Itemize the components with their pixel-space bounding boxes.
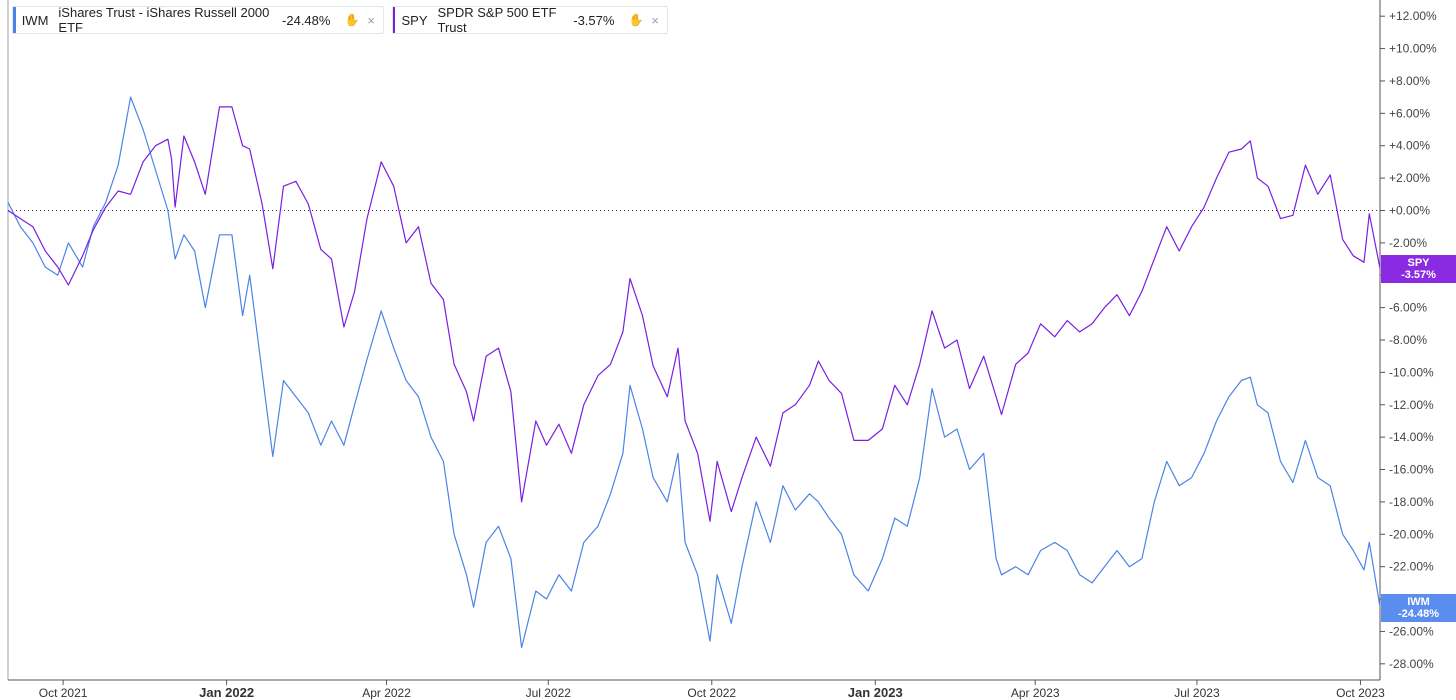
legend-color-bar — [393, 7, 396, 33]
y-tick-label: -26.00% — [1389, 624, 1434, 638]
x-tick-label: Jul 2022 — [526, 686, 572, 700]
x-tick-label: Oct 2022 — [687, 686, 736, 700]
legend-symbol: SPY — [401, 12, 428, 28]
y-axis: +12.00% +10.00% +8.00% +6.00% +4.00% +2.00% +0… — [1380, 9, 1437, 671]
y-tick-label: -10.00% — [1389, 365, 1434, 379]
y-tick-label: +12.00% — [1389, 9, 1437, 23]
x-axis: Oct 2021 Jan 2022 Apr 2022 Jul 2022 Oct 2022… — [39, 680, 1385, 700]
end-label-symbol: IWM — [1407, 595, 1430, 608]
spy-end-label: SPY -3.57% — [1381, 255, 1456, 284]
legend-name: SPDR S&P 500 ETF Trust — [437, 5, 557, 35]
y-tick-label: -22.00% — [1389, 560, 1434, 574]
x-tick-label: Apr 2023 — [1011, 686, 1060, 700]
y-tick-label: -28.00% — [1389, 657, 1434, 671]
y-tick-label: -12.00% — [1389, 398, 1434, 412]
legend-item-spy[interactable]: SPY SPDR S&P 500 ETF Trust -3.57% ✋ × — [392, 5, 668, 35]
share-icon[interactable]: ✋ — [628, 13, 644, 27]
x-tick-label: Jul 2023 — [1174, 686, 1220, 700]
y-tick-label: +0.00% — [1389, 203, 1430, 217]
close-icon[interactable]: × — [367, 12, 375, 28]
legend-name: iShares Trust - iShares Russell 2000 ETF — [58, 5, 270, 35]
y-tick-label: +8.00% — [1389, 74, 1430, 88]
legend-change: -3.57% — [573, 12, 615, 28]
share-icon[interactable]: ✋ — [344, 13, 360, 27]
series-layer — [7, 96, 1381, 649]
x-tick-label: Oct 2023 — [1336, 686, 1385, 700]
x-tick-label: Apr 2022 — [362, 686, 411, 700]
series-line-spy — [7, 106, 1381, 522]
y-tick-label: -2.00% — [1389, 236, 1427, 250]
end-label-value: -3.57% — [1401, 269, 1436, 282]
y-tick-label: -20.00% — [1389, 527, 1434, 541]
legend-symbol: IWM — [21, 12, 49, 28]
y-tick-label: +2.00% — [1389, 171, 1430, 185]
series-line-iwm — [7, 96, 1381, 649]
iwm-end-label: IWM -24.48% — [1381, 593, 1456, 622]
y-tick-label: -16.00% — [1389, 463, 1434, 477]
x-tick-label: Jan 2022 — [199, 685, 254, 700]
legend-color-bar — [13, 7, 16, 33]
y-tick-label: -18.00% — [1389, 495, 1434, 509]
y-tick-label: +10.00% — [1389, 42, 1437, 56]
close-icon[interactable]: × — [651, 12, 659, 28]
y-tick-label: +4.00% — [1389, 139, 1430, 153]
y-tick-label: +6.00% — [1389, 106, 1430, 120]
x-tick-label: Jan 2023 — [848, 685, 903, 700]
end-label-symbol: SPY — [1407, 257, 1430, 270]
end-label-value: -24.48% — [1398, 607, 1439, 620]
y-tick-label: -14.00% — [1389, 430, 1434, 444]
y-tick-label: -6.00% — [1389, 301, 1427, 315]
legend-change: -24.48% — [282, 12, 331, 28]
y-tick-label: -8.00% — [1389, 333, 1427, 347]
legend-item-iwm[interactable]: IWM iShares Trust - iShares Russell 2000… — [12, 5, 384, 35]
plot-frame — [7, 0, 1381, 681]
x-tick-label: Oct 2021 — [39, 686, 88, 700]
